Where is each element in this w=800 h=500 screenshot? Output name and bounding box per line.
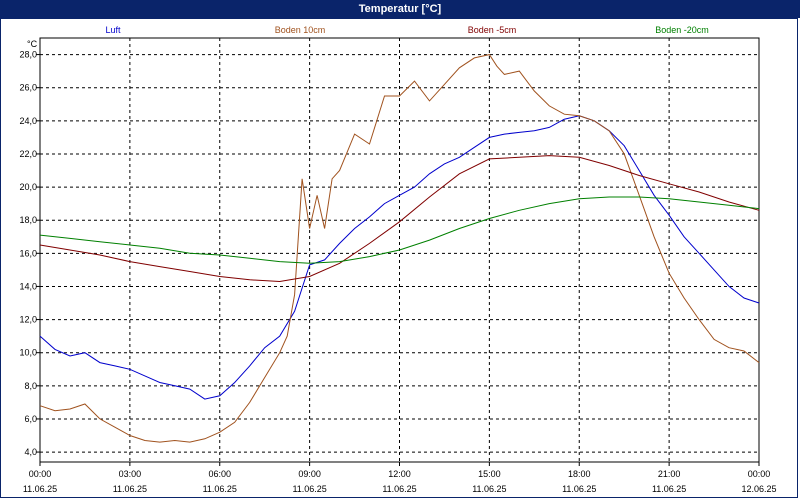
x-tick-date-label: 12.06.25 [741, 484, 776, 494]
x-tick-date-label: 11.06.25 [292, 484, 326, 494]
legend-item-boden-10cm: Boden 10cm [275, 25, 326, 35]
y-tick-label: 16,0 [19, 248, 37, 258]
x-tick-date-label: 11.06.25 [113, 484, 147, 494]
series-line-boden-5cm [39, 155, 760, 283]
y-tick-label: 24,0 [19, 116, 37, 126]
y-tick-label: 28,0 [19, 50, 37, 60]
series-line-boden-10cm [39, 54, 760, 443]
y-tick-label: 26,0 [19, 83, 37, 93]
x-axis: 00:00 11.06.25 03:00 11.06.25 06:00 11.06.25 0… [23, 462, 777, 494]
x-tick-time-label: 12:00 [388, 469, 411, 479]
chart-frame [0, 18, 798, 498]
y-tick-label: 6,0 [24, 414, 37, 424]
x-tick-date-label: 11.06.25 [203, 484, 237, 494]
x-tick-date-label: 11.06.25 [23, 484, 57, 494]
x-tick-date-label: 11.06.25 [652, 484, 686, 494]
x-tick-time-label: 00:00 [29, 469, 52, 479]
y-tick-label: 18,0 [19, 215, 37, 225]
y-axis: 28,0 26,0 24,0 22,0 20,0 18,0 16,0 14,0 12,0 10,0… [19, 50, 40, 457]
x-tick-time-label: 15:00 [478, 469, 501, 479]
legend-item-boden-5cm: Boden -5cm [468, 25, 517, 35]
y-tick-label: 10,0 [19, 348, 37, 358]
legend-item-luft: Luft [105, 25, 121, 35]
y-tick-label: 8,0 [24, 381, 37, 391]
x-tick-time-label: 06:00 [208, 469, 231, 479]
x-tick-date-label: 11.06.25 [562, 484, 596, 494]
series-line-luft [39, 115, 760, 400]
series-lines [39, 54, 760, 443]
chart-title: Temperatur [°C] [0, 0, 800, 18]
x-tick-time-label: 21:00 [658, 469, 681, 479]
y-tick-label: 20,0 [19, 182, 37, 192]
x-tick-date-label: 11.06.25 [472, 484, 506, 494]
x-tick-date-label: 11.06.25 [382, 484, 416, 494]
x-tick-time-label: 18:00 [568, 469, 591, 479]
legend: Luft Boden 10cm Boden -5cm Boden -20cm [105, 25, 708, 35]
y-tick-label: 12,0 [19, 315, 37, 325]
y-tick-label: 22,0 [19, 149, 37, 159]
x-tick-time-label: 03:00 [119, 469, 142, 479]
legend-item-boden-20cm: Boden -20cm [655, 25, 709, 35]
y-axis-unit-label: °C [27, 39, 38, 49]
x-tick-time-label: 00:00 [748, 469, 771, 479]
x-tick-time-label: 09:00 [298, 469, 321, 479]
y-tick-label: 4,0 [24, 447, 37, 457]
y-tick-label: 14,0 [19, 281, 37, 291]
series-line-boden-20cm [39, 196, 760, 264]
